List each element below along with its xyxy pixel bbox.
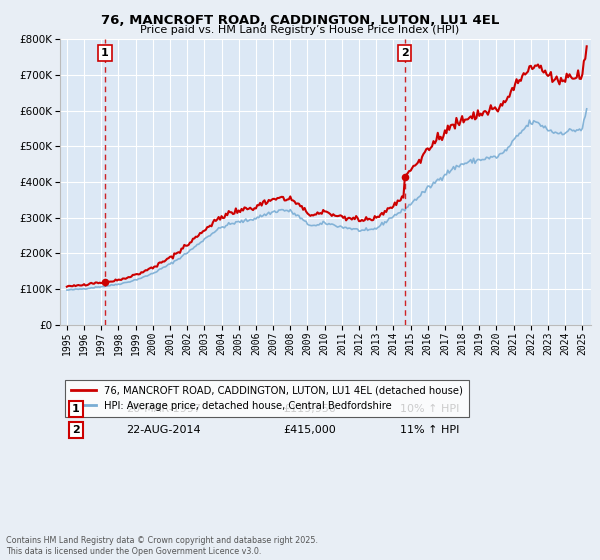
Text: Contains HM Land Registry data © Crown copyright and database right 2025.
This d: Contains HM Land Registry data © Crown c… <box>6 536 318 556</box>
Text: Price paid vs. HM Land Registry’s House Price Index (HPI): Price paid vs. HM Land Registry’s House … <box>140 25 460 35</box>
Text: 1: 1 <box>72 404 80 414</box>
Text: 2: 2 <box>72 424 80 435</box>
Text: 22-AUG-2014: 22-AUG-2014 <box>127 424 201 435</box>
Point <box>100 278 110 287</box>
Point <box>400 172 409 181</box>
Text: 1: 1 <box>101 48 109 58</box>
Text: 2: 2 <box>401 48 409 58</box>
Text: 20-MAR-1997: 20-MAR-1997 <box>127 404 202 414</box>
Text: 10% ↑ HPI: 10% ↑ HPI <box>400 404 459 414</box>
Text: 11% ↑ HPI: 11% ↑ HPI <box>400 424 459 435</box>
Text: £119,950: £119,950 <box>283 404 336 414</box>
Text: 76, MANCROFT ROAD, CADDINGTON, LUTON, LU1 4EL: 76, MANCROFT ROAD, CADDINGTON, LUTON, LU… <box>101 14 499 27</box>
Legend: 76, MANCROFT ROAD, CADDINGTON, LUTON, LU1 4EL (detached house), HPI: Average pri: 76, MANCROFT ROAD, CADDINGTON, LUTON, LU… <box>65 380 469 417</box>
Text: £415,000: £415,000 <box>283 424 336 435</box>
